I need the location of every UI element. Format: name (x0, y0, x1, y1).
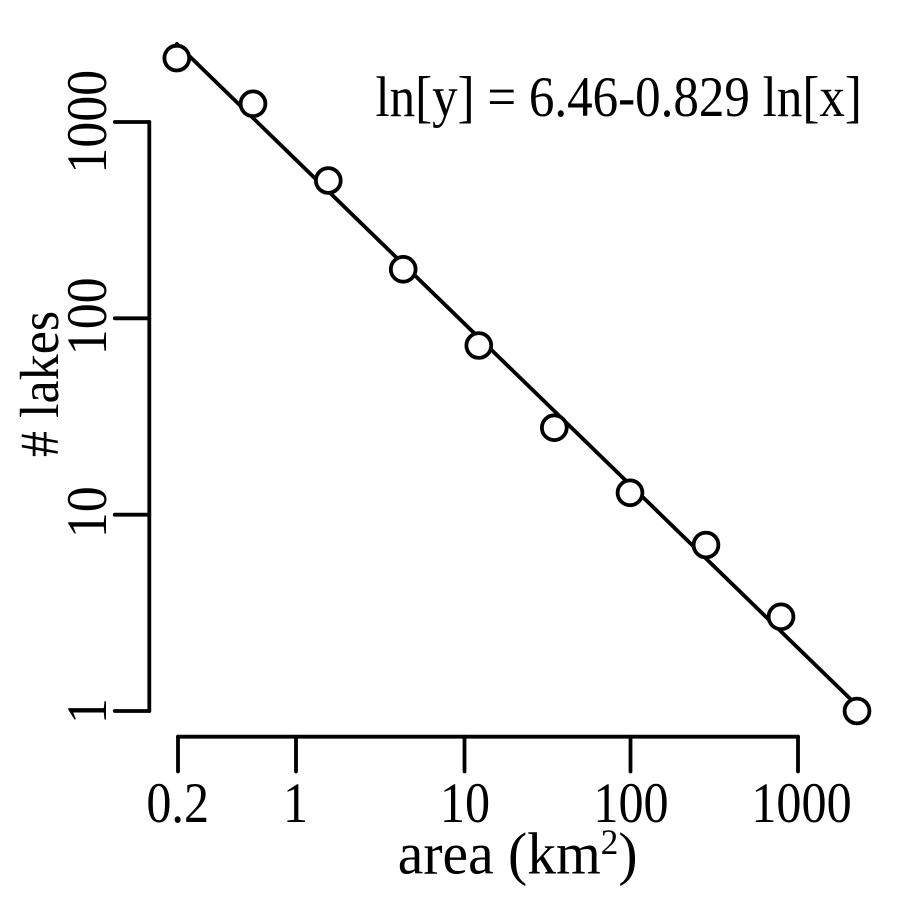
svg-text:# lakes: # lakes (9, 311, 71, 457)
svg-text:10: 10 (55, 486, 119, 538)
svg-text:1: 1 (55, 698, 119, 724)
svg-text:0.2: 0.2 (146, 771, 209, 835)
svg-text:ln[y] = 6.46-0.829 ln[x]: ln[y] = 6.46-0.829 ln[x] (376, 65, 862, 128)
svg-text:area (km2): area (km2) (398, 821, 638, 887)
svg-text:1: 1 (283, 771, 308, 835)
svg-text:100: 100 (593, 771, 668, 835)
svg-text:100: 100 (55, 277, 119, 355)
svg-text:10: 10 (440, 771, 490, 835)
svg-text:1000: 1000 (55, 70, 119, 174)
svg-text:1000: 1000 (751, 771, 851, 835)
